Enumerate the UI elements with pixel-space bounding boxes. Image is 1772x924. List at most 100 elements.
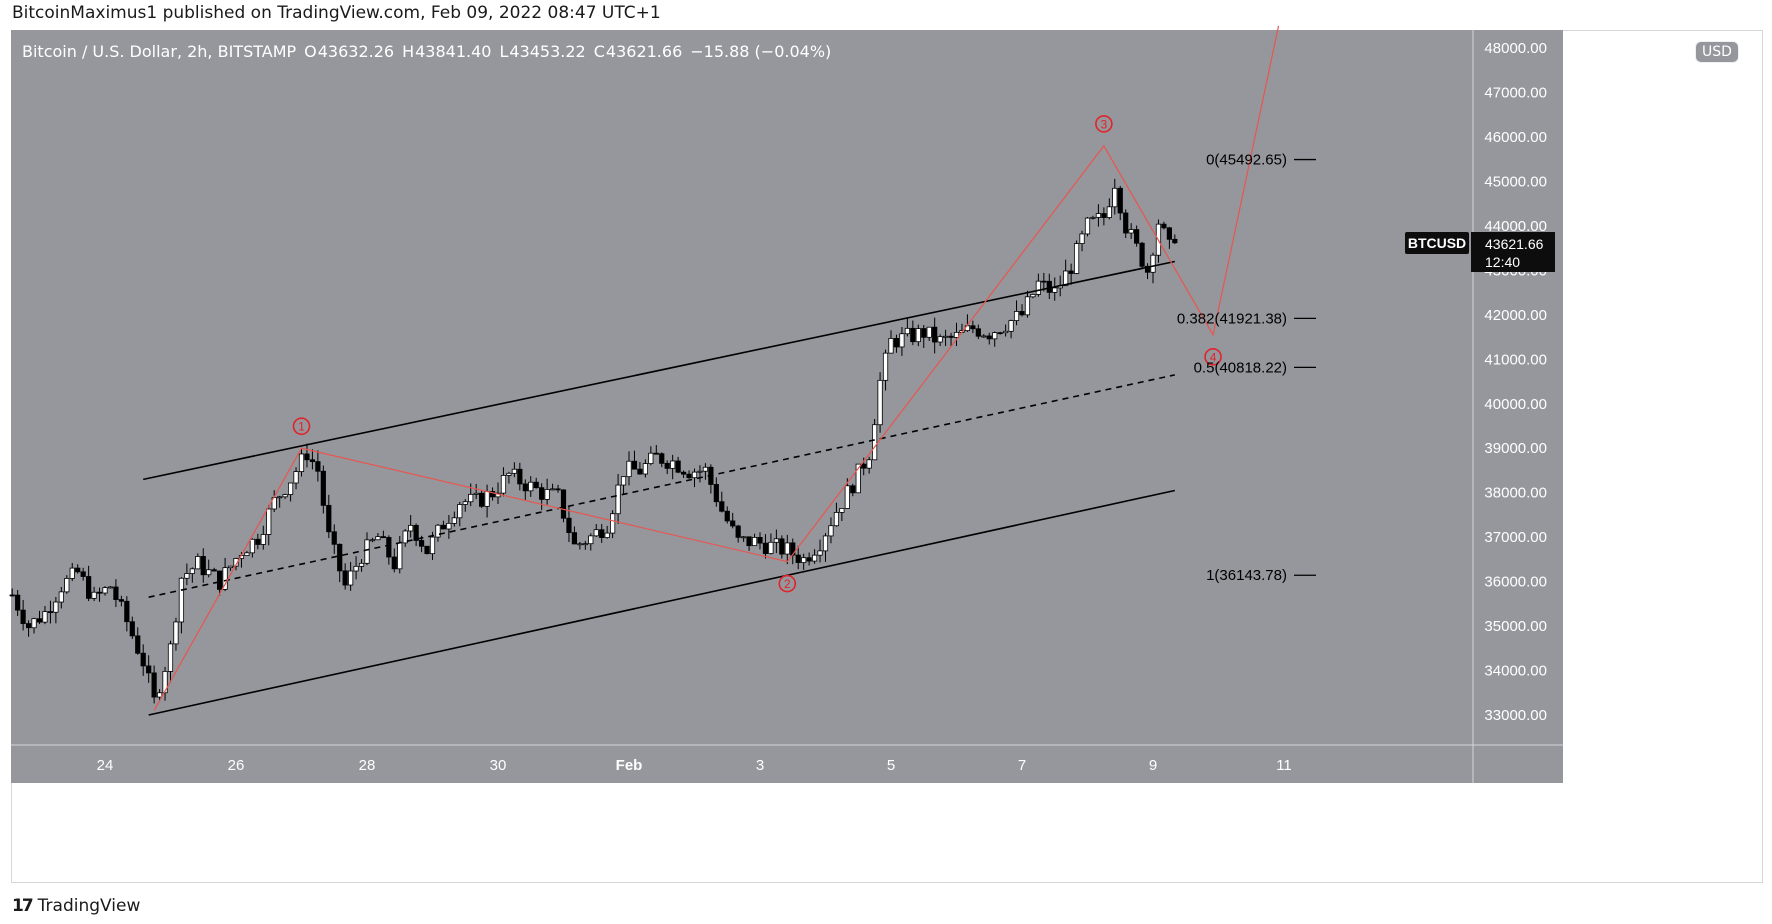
candle [266,505,272,546]
candle-body [244,552,250,556]
candle [440,520,447,530]
candle [675,456,681,474]
candle-body [1003,330,1009,334]
price-tick-label: 36000.00 [1484,574,1547,591]
fibonacci-layer: 0(45492.65) 0.382(41921.38) 0.5(40818.22) 1… [1177,152,1316,584]
candle [582,540,588,550]
candle [828,517,834,544]
candle [331,524,337,554]
candle-body [369,539,376,542]
candle [435,524,441,542]
time-axis-background[interactable] [11,745,1563,783]
channel-lower-line [148,489,1176,716]
candle-body [320,470,326,506]
candle-body [861,463,867,469]
candle [107,585,114,589]
ticker-tag-text: BTCUSD [1408,235,1466,251]
candle-body [69,567,75,579]
candle-body [762,542,769,554]
candle [1128,223,1134,239]
candle-body [571,532,578,545]
symbol-legend[interactable]: Bitcoin / U.S. Dollar, 2h, BITSTAMP O4363… [22,42,831,61]
candle-body [233,558,239,567]
candle-body [195,556,201,570]
candle-body [1123,212,1129,234]
currency-badge[interactable]: USD [1695,41,1739,63]
channel-upper-line [143,260,1175,481]
candle-body [113,586,119,600]
candle-body [25,623,32,629]
candle [156,689,163,702]
candle-body [266,508,272,535]
candle-body [287,482,294,495]
close-value: 43621.66 [605,42,683,61]
candle-body [173,621,179,645]
candle [1024,290,1031,318]
price-tick-label: 37000.00 [1484,529,1547,546]
candle [670,454,676,480]
price-tick-label: 41000.00 [1484,351,1547,368]
candle-body [566,517,572,534]
tradingview-footer[interactable]: 17 TradingView [12,896,140,916]
candle-body [850,485,856,494]
candle-body [981,335,987,338]
candle [779,535,785,559]
candle [1003,324,1009,337]
candle-body [358,562,365,567]
candles-layer [9,178,1178,704]
candle-body [637,468,643,475]
candle-body [773,538,779,543]
candle [833,502,840,527]
candle [866,456,872,474]
candle-body [222,567,228,590]
candle-body [424,545,430,555]
candle-body [129,621,135,637]
candle [135,627,141,655]
candle-body [735,525,741,538]
candle-body [915,328,921,343]
candle [53,596,59,624]
candle [1079,230,1085,252]
candle [751,533,758,547]
wave-label-circle [292,417,311,436]
price-tick-label: 42000.00 [1484,307,1547,324]
wave-label-text: 2 [784,577,791,591]
candle-body [413,524,419,541]
candle-body [904,327,910,335]
candle [47,600,54,624]
candle [822,533,829,562]
candle-body [511,468,517,474]
candle-body [893,338,900,348]
candle [773,529,779,554]
candle [102,586,108,596]
candle-body [648,452,654,464]
candle [888,330,894,354]
time-tick-label: 3 [756,757,764,774]
time-axis[interactable]: 24 26 28 30 Feb 3 5 7 9 11 [97,757,1292,774]
candle [506,471,512,484]
time-tick-label: Feb [616,757,643,774]
candle-body [96,591,103,594]
candle [588,533,594,551]
candle-body [468,493,474,503]
candle-body [1035,280,1041,295]
candle [413,523,419,547]
candle [560,489,567,523]
candle [429,531,436,561]
time-tick-label: 28 [359,757,376,774]
candle-body [866,459,872,469]
candle-body [1068,270,1074,274]
candle [129,616,135,639]
candle [1150,252,1156,284]
candle-body [167,643,174,672]
candle [691,468,698,488]
candle [369,537,376,543]
candle [1134,225,1140,247]
price-axis-background[interactable] [1473,30,1563,745]
high-label: H [402,42,415,61]
candle-body [664,462,670,469]
close-label: C [593,42,605,61]
candle-body [801,557,807,563]
high-value: 43841.40 [415,42,492,61]
